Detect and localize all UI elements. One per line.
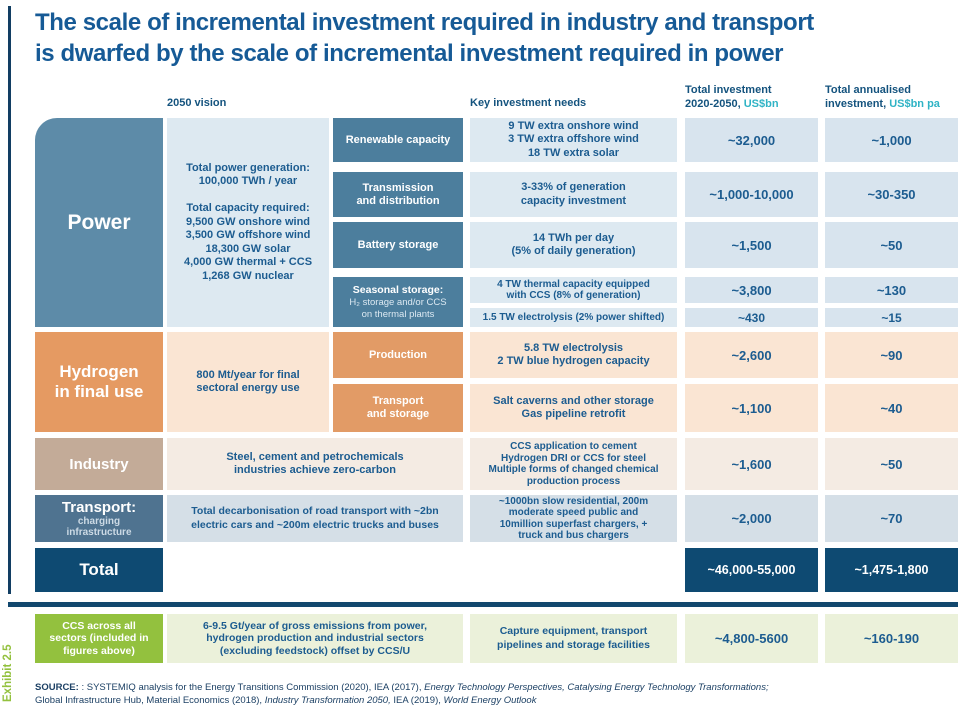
total-annualised-value: ~1,475-1,800 (825, 548, 958, 592)
hydrogen-subcategory-transport-storage: Transport and storage (333, 384, 463, 432)
row-label-power: Power (35, 118, 163, 327)
hydrogen-annualised-production: ~90 (825, 332, 958, 378)
total-investment-value: ~46,000-55,000 (685, 548, 818, 592)
row-label-hydrogen: Hydrogen in final use (35, 332, 163, 432)
power-subcategory-transmission: Transmission and distribution (333, 172, 463, 217)
power-subcategory-seasonal-storage: Seasonal storage: H₂ storage and/or CCS … (333, 277, 463, 327)
hydrogen-needs-production: 5.8 TW electrolysis 2 TW blue hydrogen c… (470, 332, 677, 378)
column-header-annualised: Total annualised investment, US$bn pa (825, 84, 940, 110)
title-accent-bar (8, 6, 11, 594)
source-label: SOURCE: (35, 682, 79, 693)
seasonal-storage-subtitle: H₂ storage and/or CCS on thermal plants (349, 297, 447, 320)
ccs-needs-cell: Capture equipment, transport pipelines a… (470, 614, 677, 663)
hydrogen-needs-transport-storage: Salt caverns and other storage Gas pipel… (470, 384, 677, 432)
transport-label-title: Transport: (61, 498, 137, 516)
page-title-line2: is dwarfed by the scale of incremental i… (35, 40, 784, 67)
industry-total: ~1,600 (685, 438, 818, 490)
industry-vision-cell: Steel, cement and petrochemicals industr… (167, 438, 463, 490)
power-annualised-electrolysis: ~15 (825, 308, 958, 327)
exhibit-number-label: Exhibit 2.5 (2, 644, 14, 702)
power-needs-battery: 14 TWh per day (5% of daily generation) (470, 222, 677, 268)
hydrogen-total-production: ~2,600 (685, 332, 818, 378)
hydrogen-vision-cell: 800 Mt/year for final sectoral energy us… (167, 332, 329, 432)
power-total-ccs-thermal: ~3,800 (685, 277, 818, 303)
column-header-vision: 2050 vision (167, 97, 227, 109)
row-label-total: Total (35, 548, 163, 592)
power-total-transmission: ~1,000-10,000 (685, 172, 818, 217)
industry-needs-cell: CCS application to cement Hydrogen DRI o… (470, 438, 677, 490)
transport-vision-cell: Total decarbonisation of road transport … (167, 495, 463, 542)
unit-usbn: US$bn (743, 97, 779, 110)
column-header-needs: Key investment needs (470, 97, 587, 109)
power-total-electrolysis: ~430 (685, 308, 818, 327)
row-label-industry: Industry (35, 438, 163, 490)
unit-usbn-pa: US$bn pa (889, 97, 940, 110)
industry-annualised: ~50 (825, 438, 958, 490)
power-needs-transmission: 3-33% of generation capacity investment (470, 172, 677, 217)
power-annualised-battery: ~50 (825, 222, 958, 268)
hydrogen-subcategory-production: Production (333, 332, 463, 378)
power-needs-electrolysis: 1.5 TW electrolysis (2% power shifted) (470, 308, 677, 327)
power-vision-cell: Total power generation: 100,000 TWh / ye… (167, 118, 329, 327)
page-title: The scale of incremental investment requ… (35, 7, 935, 69)
power-needs-renewable: 9 TW extra onshore wind 3 TW extra offsh… (470, 118, 677, 162)
power-annualised-transmission: ~30-350 (825, 172, 958, 217)
row-label-ccs: CCS across all sectors (included in figu… (35, 614, 163, 663)
hydrogen-annualised-transport-storage: ~40 (825, 384, 958, 432)
page-title-line1: The scale of incremental investment requ… (35, 9, 814, 36)
column-header-total-investment: Total investment 2020-2050, US$bn (685, 84, 779, 110)
ccs-annualised: ~160-190 (825, 614, 958, 663)
transport-annualised: ~70 (825, 495, 958, 542)
ccs-total: ~4,800-5600 (685, 614, 818, 663)
seasonal-storage-title: Seasonal storage: (352, 284, 444, 296)
transport-label-subtitle: charging infrastructure (66, 515, 132, 539)
power-subcategory-battery: Battery storage (333, 222, 463, 268)
section-divider (8, 602, 958, 607)
row-label-transport: Transport: charging infrastructure (35, 495, 163, 542)
power-annualised-renewable: ~1,000 (825, 118, 958, 162)
source-note: SOURCE: : SYSTEMIQ analysis for the Ener… (35, 682, 769, 706)
power-total-renewable: ~32,000 (685, 118, 818, 162)
power-needs-ccs-thermal: 4 TW thermal capacity equipped with CCS … (470, 277, 677, 303)
power-total-battery: ~1,500 (685, 222, 818, 268)
transport-total: ~2,000 (685, 495, 818, 542)
power-annualised-ccs-thermal: ~130 (825, 277, 958, 303)
transport-needs-cell: ~1000bn slow residential, 200m moderate … (470, 495, 677, 542)
ccs-vision-cell: 6-9.5 Gt/year of gross emissions from po… (167, 614, 463, 663)
hydrogen-total-transport-storage: ~1,100 (685, 384, 818, 432)
power-subcategory-renewable: Renewable capacity (333, 118, 463, 162)
